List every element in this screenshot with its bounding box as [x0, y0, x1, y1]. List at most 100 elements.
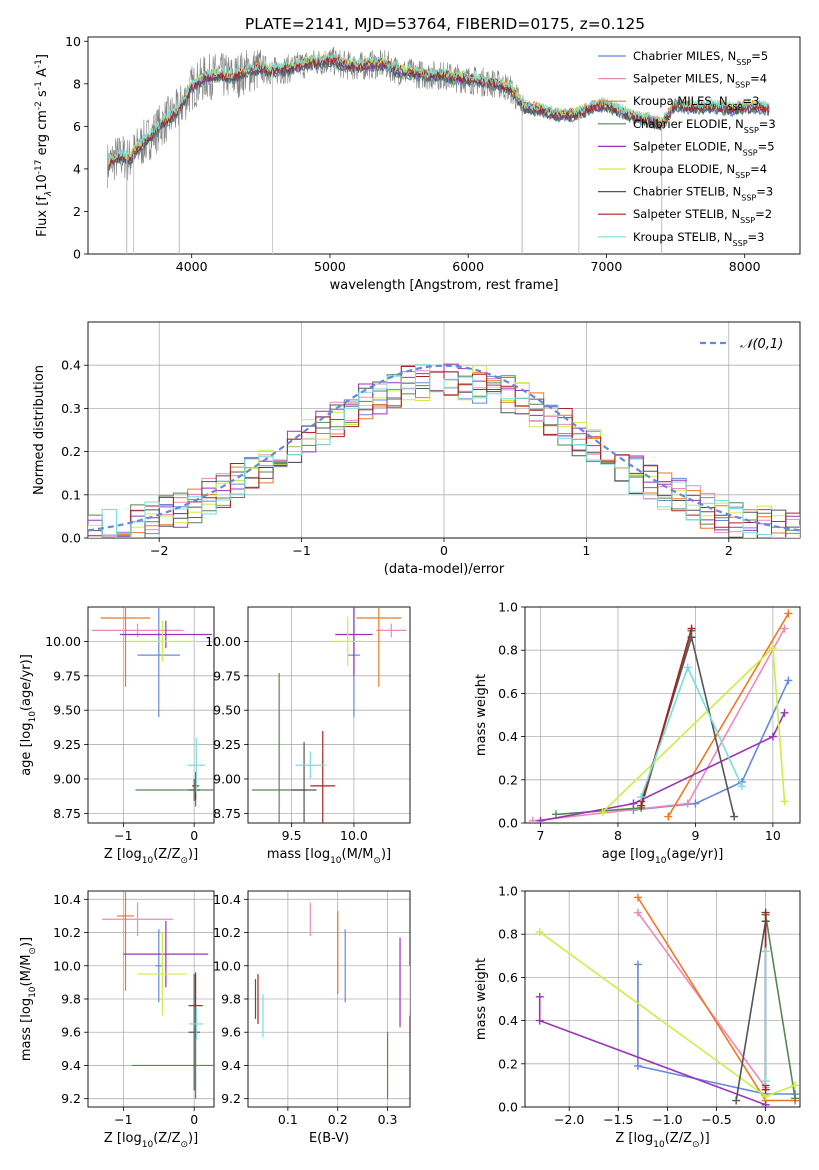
x-tick-label: 5000 [314, 259, 346, 274]
legend-entry: Kroupa MILES, NSSP=3 [633, 94, 759, 112]
weight-point [761, 947, 770, 956]
legend-entry: Salpeter ELODIE, NSSP=5 [633, 139, 775, 157]
plot-frame [247, 606, 411, 824]
weight-point [691, 799, 700, 808]
x-tick-label: 9.5 [282, 828, 302, 843]
x-axis-label: E(B-V) [309, 1131, 349, 1146]
y-tick-label: 9.25 [213, 737, 241, 752]
weight-point [737, 782, 746, 791]
mass-weight-vs-age-panel: 7 8 9 10 0.0 0.2 0.4 0.6 0.8 1.0 age [log10(age/yr… [474, 600, 801, 866]
y-tick-label: 0.2 [61, 444, 81, 459]
legend-entry: Salpeter STELIB, NSSP=2 [633, 207, 772, 225]
weight-point [664, 812, 673, 821]
weight-lines [528, 609, 793, 823]
y-axis-label: mass weight [474, 958, 489, 1040]
y-tick-label: 0.0 [61, 531, 81, 546]
y-tick-label: 0.4 [498, 1013, 518, 1028]
y-tick-label: 0.6 [498, 686, 518, 701]
y-tick-label: 6 [73, 119, 81, 134]
weight-point [761, 1077, 770, 1086]
weight-point [687, 624, 696, 633]
legend-entry: Kroupa ELODIE, NSSP=4 [633, 162, 767, 180]
spectrum-panel: 4000 5000 6000 7000 8000 0 2 4 6 8 10 wavelength [A… [34, 34, 801, 293]
x-tick-label: −1 [114, 1112, 132, 1127]
legend-entry: 𝒩(0,1) [740, 337, 783, 352]
x-axis-label: mass [log10(M/M⊙)] [267, 847, 391, 866]
weight-point [535, 1016, 544, 1025]
weight-point [784, 676, 793, 685]
y-tick-label: 10.00 [205, 634, 241, 649]
weight-series [667, 613, 790, 817]
y-tick-label: 0.0 [498, 816, 518, 831]
x-tick-label: 9 [691, 828, 699, 843]
x-axis-label: (data-model)/error [384, 562, 505, 577]
plot-frame [87, 36, 801, 255]
x-tick-label: 7 [537, 828, 545, 843]
weight-point [784, 609, 793, 618]
weight-series [764, 914, 796, 1099]
weight-point [791, 1094, 800, 1103]
x-tick-label: 0.3 [378, 1112, 398, 1127]
x-axis-label: age [log10(age/yr)] [602, 847, 724, 866]
x-tick-label: −1 [292, 543, 310, 558]
plot-frame [87, 890, 215, 1108]
weight-series [735, 921, 767, 1101]
errorbars [91, 607, 214, 807]
weight-point [633, 960, 642, 969]
x-tick-label: −2.0 [554, 1112, 584, 1127]
y-axis-label: Normed distribution [32, 365, 47, 495]
errorbars [254, 902, 410, 1099]
y-tick-label: 9.00 [53, 771, 81, 786]
age-vs-mass-panel: 9.5 10.0 8.75 9.00 9.25 9.50 9.75 10.00 mass [lo… [205, 606, 411, 866]
y-tick-label: 10.00 [45, 634, 81, 649]
weight-point [791, 1081, 800, 1090]
weight-point [761, 908, 770, 917]
weight-series [601, 646, 786, 813]
y-tick-label: 2 [73, 204, 81, 219]
y-tick-label: 1.0 [498, 600, 518, 615]
y-tick-label: 0 [73, 247, 81, 262]
weight-series [640, 628, 693, 806]
x-tick-label: 8 [614, 828, 622, 843]
x-axis-label: wavelength [Angstrom, rest frame] [330, 278, 559, 293]
weight-point [683, 799, 692, 808]
weight-series [637, 912, 767, 1105]
weight-point [536, 816, 545, 823]
y-tick-label: 0.6 [498, 970, 518, 985]
x-axis-label: Z [log10(Z/Z⊙)] [104, 847, 198, 866]
legend-entry: Kroupa STELIB, NSSP=3 [633, 230, 764, 248]
legend-entry: Chabrier MILES, NSSP=5 [633, 49, 768, 67]
legend-entry: Salpeter MILES, NSSP=4 [633, 72, 767, 90]
errorbars [251, 607, 407, 823]
x-tick-label: −1.0 [652, 1112, 682, 1127]
model-spectrum-7 [108, 55, 770, 168]
y-tick-label: 8 [73, 76, 81, 91]
y-tick-label: 4 [73, 161, 81, 176]
y-tick-label: 9.2 [61, 1091, 81, 1106]
mass-vs-ebv-panel: 0.1 0.2 0.3 9.2 9.4 9.6 9.8 10.0 10.2 10.4 E(B-V) [213, 890, 411, 1146]
legend-entry: Chabrier ELODIE, NSSP=3 [633, 117, 776, 135]
y-tick-label: 9.4 [221, 1058, 241, 1073]
weight-point [633, 893, 642, 902]
y-axis-label: age [log10(age/yr)] [19, 654, 38, 776]
x-tick-label: 0.1 [278, 1112, 298, 1127]
x-tick-label: −1.5 [603, 1112, 633, 1127]
x-tick-label: 8000 [729, 259, 761, 274]
weight-point [637, 793, 646, 802]
histograms [88, 363, 800, 538]
y-tick-label: 10 [65, 34, 81, 49]
figure-title: PLATE=2141, MJD=53764, FIBERID=0175, z=0… [245, 15, 645, 33]
model-spectrum-8 [108, 52, 770, 165]
mass-vs-metallicity-panel: −1 0 9.2 9.4 9.6 9.8 10.0 10.2 10.4 Z [log10(Z/Z⊙… [19, 890, 215, 1150]
plot-frame [87, 321, 801, 539]
y-tick-label: 10.4 [53, 892, 81, 907]
gaussian-curve [88, 364, 800, 532]
y-tick-label: 10.0 [213, 958, 241, 973]
y-tick-label: 0.3 [61, 401, 81, 416]
y-tick-label: 0.4 [498, 729, 518, 744]
y-tick-label: 8.75 [213, 806, 241, 821]
weight-series [555, 630, 693, 816]
y-tick-label: 0.2 [498, 1056, 518, 1071]
spectrum-legend: Chabrier MILES, NSSP=5 Salpeter MILES, NS… [598, 49, 776, 247]
x-tick-label: 10 [765, 828, 781, 843]
